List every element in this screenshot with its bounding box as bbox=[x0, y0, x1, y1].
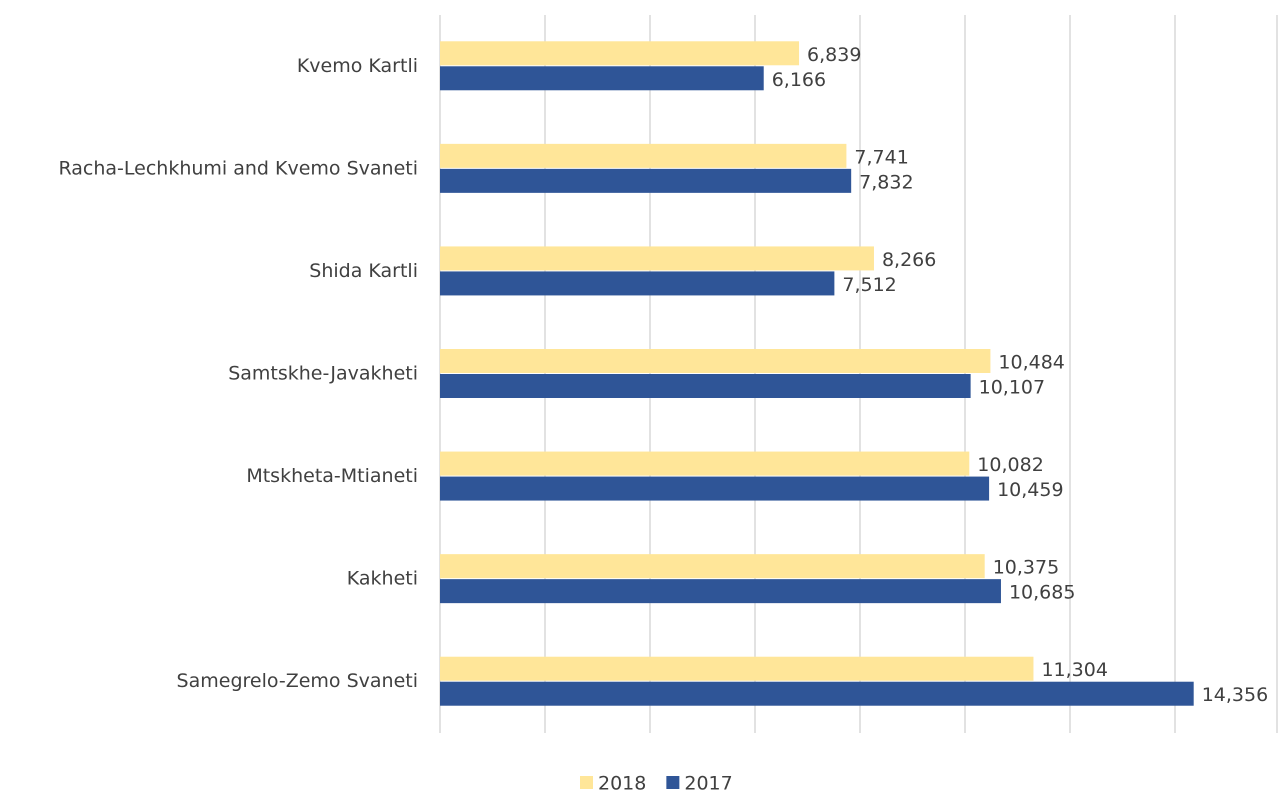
value-label: 10,107 bbox=[979, 377, 1045, 399]
bar bbox=[440, 41, 800, 66]
legend-swatch bbox=[580, 776, 593, 789]
bar bbox=[440, 681, 1194, 706]
category-label: Kakheti bbox=[347, 568, 418, 590]
value-label: 11,304 bbox=[1041, 659, 1107, 681]
bar bbox=[440, 656, 1034, 681]
bar bbox=[440, 579, 1001, 604]
bar bbox=[440, 451, 970, 476]
bar bbox=[440, 66, 764, 91]
bar bbox=[440, 271, 835, 296]
legend-label: 2017 bbox=[684, 773, 732, 794]
value-label: 14,356 bbox=[1202, 684, 1268, 706]
legend-swatch bbox=[666, 776, 680, 789]
bar bbox=[440, 246, 874, 271]
bar bbox=[440, 168, 852, 193]
value-label: 10,459 bbox=[997, 479, 1063, 501]
category-label: Racha-Lechkhumi and Kvemo Svaneti bbox=[58, 157, 418, 179]
bar bbox=[440, 374, 971, 398]
value-label: 7,741 bbox=[854, 146, 908, 168]
category-label: Samegrelo-Zemo Svaneti bbox=[177, 670, 418, 692]
value-label: 10,375 bbox=[993, 557, 1059, 579]
category-label: Mtskheta-Mtianeti bbox=[246, 465, 418, 487]
bar bbox=[440, 143, 847, 168]
value-label: 6,166 bbox=[772, 69, 826, 91]
value-label: 6,839 bbox=[807, 44, 861, 66]
category-label: Samtskhe-Javakheti bbox=[228, 363, 418, 385]
bar bbox=[440, 349, 991, 373]
category-label: Shida Kartli bbox=[309, 260, 418, 282]
bar bbox=[440, 554, 985, 579]
value-label: 8,266 bbox=[882, 249, 936, 271]
value-label: 7,832 bbox=[859, 171, 913, 193]
category-label: Kvemo Kartli bbox=[297, 55, 418, 77]
bar bbox=[440, 476, 990, 501]
value-label: 7,512 bbox=[842, 274, 896, 296]
value-label: 10,082 bbox=[977, 454, 1043, 476]
legend-label: 2018 bbox=[598, 773, 646, 794]
value-label: 10,685 bbox=[1009, 582, 1075, 604]
value-label: 10,484 bbox=[998, 352, 1064, 374]
